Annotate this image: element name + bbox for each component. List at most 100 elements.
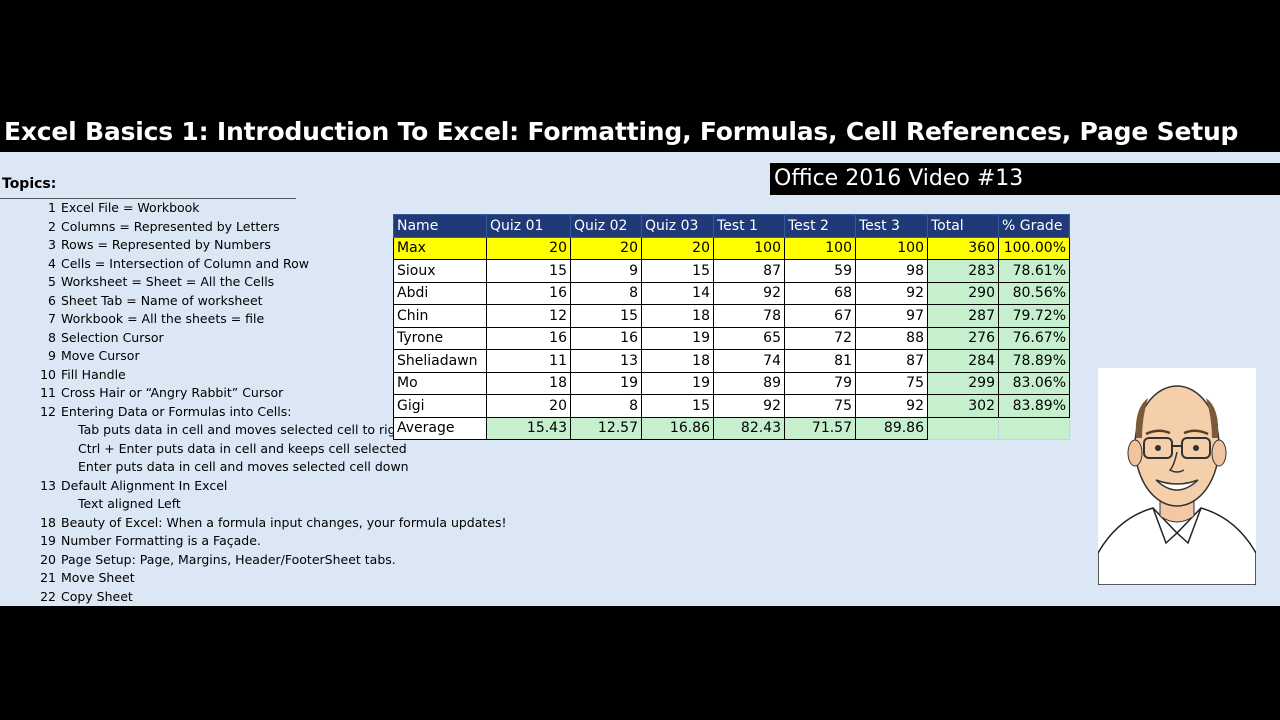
table-cell[interactable]: 92 bbox=[713, 394, 785, 418]
table-cell[interactable]: 20 bbox=[570, 236, 642, 260]
table-cell[interactable]: 79 bbox=[784, 371, 856, 395]
topic-text: Selection Cursor bbox=[61, 329, 164, 345]
table-cell[interactable]: 100 bbox=[713, 236, 785, 260]
column-header[interactable]: Test 2 bbox=[784, 214, 856, 238]
table-cell[interactable]: 19 bbox=[641, 371, 714, 395]
table-cell[interactable]: 68 bbox=[784, 281, 856, 305]
table-cell[interactable]: 81 bbox=[784, 349, 856, 373]
table-cell[interactable]: Average bbox=[393, 416, 487, 440]
table-cell[interactable]: 88 bbox=[855, 326, 928, 350]
topic-text: Fill Handle bbox=[61, 366, 126, 382]
table-cell[interactable]: Sheliadawn bbox=[393, 349, 487, 373]
table-cell[interactable]: 71.57 bbox=[784, 416, 856, 440]
table-cell[interactable]: 15 bbox=[641, 259, 714, 283]
topic-number: 8 bbox=[48, 329, 56, 345]
topic-number: 6 bbox=[48, 292, 56, 308]
table-cell[interactable]: 79.72% bbox=[998, 304, 1070, 328]
table-cell[interactable]: 15 bbox=[486, 259, 571, 283]
table-cell[interactable]: 14 bbox=[641, 281, 714, 305]
topic-text: Entering Data or Formulas into Cells: bbox=[61, 403, 292, 419]
table-cell[interactable]: 16 bbox=[486, 326, 571, 350]
table-cell[interactable]: 100 bbox=[855, 236, 928, 260]
table-cell[interactable]: 20 bbox=[486, 394, 571, 418]
column-header[interactable]: Test 3 bbox=[855, 214, 928, 238]
column-header[interactable]: Name bbox=[393, 214, 487, 238]
table-cell[interactable]: 18 bbox=[486, 371, 571, 395]
column-header[interactable]: Total bbox=[927, 214, 999, 238]
table-cell[interactable]: 290 bbox=[927, 281, 999, 305]
table-cell[interactable]: 20 bbox=[641, 236, 714, 260]
column-header[interactable]: % Grade bbox=[998, 214, 1070, 238]
table-cell[interactable]: 92 bbox=[855, 281, 928, 305]
table-cell[interactable]: 16.86 bbox=[641, 416, 714, 440]
table-cell[interactable]: 18 bbox=[641, 304, 714, 328]
table-cell[interactable]: 100.00% bbox=[998, 236, 1070, 260]
column-header[interactable]: Quiz 01 bbox=[486, 214, 571, 238]
table-cell[interactable]: 283 bbox=[927, 259, 999, 283]
table-cell[interactable]: 284 bbox=[927, 349, 999, 373]
table-cell[interactable]: 83.89% bbox=[998, 394, 1070, 418]
table-cell[interactable]: 87 bbox=[855, 349, 928, 373]
table-cell[interactable]: 15 bbox=[570, 304, 642, 328]
table-cell[interactable]: 92 bbox=[713, 281, 785, 305]
table-cell[interactable]: 16 bbox=[570, 326, 642, 350]
table-cell[interactable]: 76.67% bbox=[998, 326, 1070, 350]
table-cell[interactable]: 83.06% bbox=[998, 371, 1070, 395]
table-cell[interactable]: Abdi bbox=[393, 281, 487, 305]
column-header[interactable]: Test 1 bbox=[713, 214, 785, 238]
topic-text: Tab puts data in cell and moves selected… bbox=[78, 422, 409, 437]
topics-heading: Topics: bbox=[2, 176, 57, 192]
table-cell[interactable]: 78.61% bbox=[998, 259, 1070, 283]
table-cell[interactable]: 74 bbox=[713, 349, 785, 373]
table-cell[interactable]: 67 bbox=[784, 304, 856, 328]
table-cell[interactable]: 80.56% bbox=[998, 281, 1070, 305]
empty-cell[interactable] bbox=[927, 416, 999, 440]
table-cell[interactable]: 13 bbox=[570, 349, 642, 373]
table-cell[interactable]: 87 bbox=[713, 259, 785, 283]
table-cell[interactable]: 19 bbox=[641, 326, 714, 350]
column-header[interactable]: Quiz 03 bbox=[641, 214, 714, 238]
table-cell[interactable]: 15 bbox=[641, 394, 714, 418]
table-cell[interactable]: 92 bbox=[855, 394, 928, 418]
table-cell[interactable]: Mo bbox=[393, 371, 487, 395]
table-cell[interactable]: 19 bbox=[570, 371, 642, 395]
table-cell[interactable]: 8 bbox=[570, 281, 642, 305]
table-cell[interactable]: 302 bbox=[927, 394, 999, 418]
table-cell[interactable]: 18 bbox=[641, 349, 714, 373]
table-cell[interactable]: 75 bbox=[784, 394, 856, 418]
table-cell[interactable]: 89.86 bbox=[855, 416, 928, 440]
table-cell[interactable]: 89 bbox=[713, 371, 785, 395]
table-cell[interactable]: 82.43 bbox=[713, 416, 785, 440]
table-cell[interactable]: 78.89% bbox=[998, 349, 1070, 373]
topic-text: Number Formatting is a Façade. bbox=[61, 533, 261, 548]
table-cell[interactable]: 12.57 bbox=[570, 416, 642, 440]
table-cell[interactable]: 72 bbox=[784, 326, 856, 350]
table-cell[interactable]: Tyrone bbox=[393, 326, 487, 350]
empty-cell[interactable] bbox=[998, 416, 1070, 440]
table-cell[interactable]: 299 bbox=[927, 371, 999, 395]
table-cell[interactable]: Gigi bbox=[393, 394, 487, 418]
table-cell[interactable]: 8 bbox=[570, 394, 642, 418]
table-cell[interactable]: 11 bbox=[486, 349, 571, 373]
topic-number: 7 bbox=[48, 311, 56, 326]
table-cell[interactable]: 20 bbox=[486, 236, 571, 260]
table-cell[interactable]: 97 bbox=[855, 304, 928, 328]
topic-text: Enter puts data in cell and moves select… bbox=[78, 459, 409, 474]
table-cell[interactable]: 287 bbox=[927, 304, 999, 328]
table-cell[interactable]: Chin bbox=[393, 304, 487, 328]
table-cell[interactable]: 276 bbox=[927, 326, 999, 350]
table-cell[interactable]: 75 bbox=[855, 371, 928, 395]
table-cell[interactable]: 98 bbox=[855, 259, 928, 283]
table-cell[interactable]: Max bbox=[393, 236, 487, 260]
table-cell[interactable]: 59 bbox=[784, 259, 856, 283]
table-cell[interactable]: 16 bbox=[486, 281, 571, 305]
table-cell[interactable]: Sioux bbox=[393, 259, 487, 283]
table-cell[interactable]: 12 bbox=[486, 304, 571, 328]
table-cell[interactable]: 9 bbox=[570, 259, 642, 283]
table-cell[interactable]: 78 bbox=[713, 304, 785, 328]
table-cell[interactable]: 65 bbox=[713, 326, 785, 350]
column-header[interactable]: Quiz 02 bbox=[570, 214, 642, 238]
table-cell[interactable]: 100 bbox=[784, 236, 856, 260]
table-cell[interactable]: 15.43 bbox=[486, 416, 571, 440]
table-cell[interactable]: 360 bbox=[927, 236, 999, 260]
